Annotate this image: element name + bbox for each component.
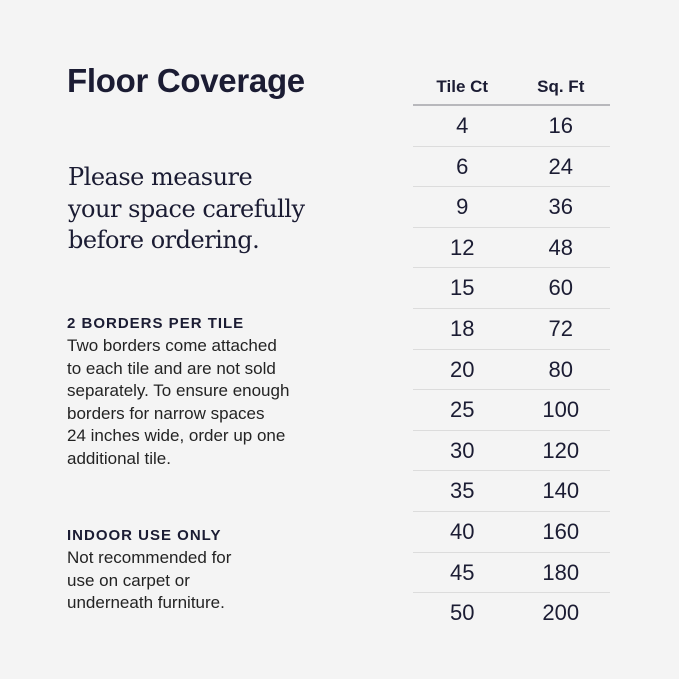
borders-body: Two borders come attached to each tile a… <box>67 335 289 471</box>
tile-count-cell: 4 <box>456 113 469 138</box>
square-feet-cell: 72 <box>548 315 573 341</box>
body-line: separately. To ensure enough <box>67 381 290 401</box>
table-row: 25 100 <box>413 390 610 431</box>
table-row: 35 140 <box>413 471 610 512</box>
table-row: 15 60 <box>413 268 610 309</box>
tile-count-cell: 18 <box>450 315 475 341</box>
header-tile-count: Tile Ct <box>436 77 489 96</box>
table-row: 4 16 <box>413 106 610 147</box>
table-row: 30 120 <box>413 431 610 472</box>
table-row: 9 36 <box>413 187 610 228</box>
square-feet-cell: 24 <box>548 153 573 179</box>
table-row: 12 48 <box>413 228 610 269</box>
table-body: 4 16 6 24 9 36 12 48 15 60 18 72 20 80 25 100 30 120 35 140… <box>413 106 610 633</box>
intro-line: Please measure <box>68 163 253 191</box>
tile-count-cell: 9 <box>456 194 469 220</box>
table-row: 6 24 <box>413 147 610 188</box>
table-row: 40 160 <box>413 512 610 553</box>
borders-heading: 2 BORDERS PER TILE <box>67 315 245 332</box>
tile-count-cell: 12 <box>450 234 475 260</box>
square-feet-cell: 160 <box>542 518 580 544</box>
square-feet-cell: 80 <box>548 356 573 382</box>
indoor-body: Not recommended for use on carpet or und… <box>67 547 231 615</box>
square-feet-cell: 100 <box>542 397 580 423</box>
header-square-feet: Sq. Ft <box>537 77 585 96</box>
square-feet-cell: 120 <box>542 437 580 463</box>
page-title: Floor Coverage <box>67 62 305 99</box>
square-feet-cell: 48 <box>548 234 573 260</box>
tile-count-cell: 6 <box>456 153 469 179</box>
body-line: Not recommended for <box>67 548 232 567</box>
table-row: 20 80 <box>413 350 610 391</box>
indoor-heading: INDOOR USE ONLY <box>67 527 222 544</box>
table-row: 45 180 <box>413 553 610 594</box>
body-line: use on carpet or <box>67 570 190 590</box>
tile-count-cell: 20 <box>450 356 475 382</box>
body-line: 24 inches wide, order up one <box>67 426 286 446</box>
intro-line: before ordering. <box>68 226 260 254</box>
square-feet-cell: 200 <box>542 600 580 626</box>
square-feet-cell: 60 <box>548 275 573 301</box>
square-feet-cell: 36 <box>548 194 573 220</box>
body-line: to each tile and are not sold <box>67 358 276 378</box>
intro-text: Please measure your space carefully befo… <box>68 162 305 257</box>
square-feet-cell: 140 <box>542 478 580 504</box>
intro-line: your space carefully <box>68 194 305 223</box>
tile-count-cell: 45 <box>450 559 475 585</box>
tile-count-cell: 15 <box>450 275 475 301</box>
table-row: 50 200 <box>413 593 610 633</box>
body-line: additional tile. <box>67 448 171 468</box>
body-line: borders for narrow spaces <box>67 403 265 423</box>
body-line: underneath furniture. <box>67 593 225 613</box>
coverage-table: Tile Ct Sq. Ft 4 16 6 24 9 36 12 48 15 60 18 72 20 80… <box>413 72 610 633</box>
tile-count-cell: 30 <box>450 437 475 463</box>
tile-count-cell: 40 <box>450 518 475 544</box>
table-header: Tile Ct Sq. Ft <box>413 72 610 106</box>
square-feet-cell: 16 <box>548 113 573 138</box>
body-line: Two borders come attached <box>67 336 277 355</box>
square-feet-cell: 180 <box>542 559 580 585</box>
tile-count-cell: 50 <box>450 600 475 626</box>
table-row: 18 72 <box>413 309 610 350</box>
tile-count-cell: 35 <box>450 478 475 504</box>
tile-count-cell: 25 <box>450 397 475 423</box>
